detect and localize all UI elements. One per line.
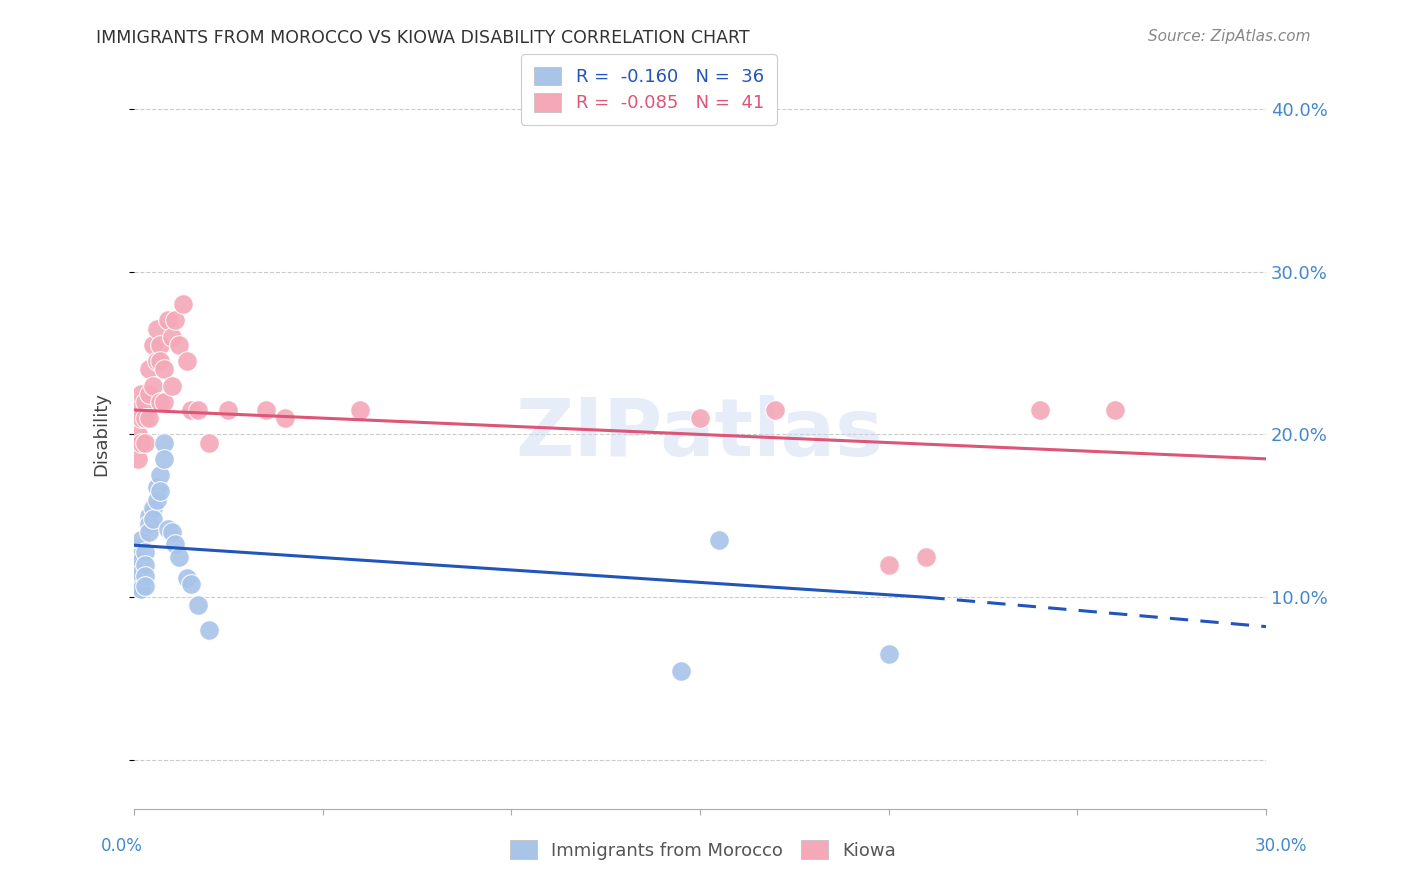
Legend: Immigrants from Morocco, Kiowa: Immigrants from Morocco, Kiowa xyxy=(502,833,904,867)
Point xyxy=(1028,403,1050,417)
Point xyxy=(142,378,165,392)
Point xyxy=(134,411,156,425)
Point xyxy=(134,435,156,450)
Legend: R =  -0.160   N =  36, R =  -0.085   N =  41: R = -0.160 N = 36, R = -0.085 N = 41 xyxy=(522,54,776,125)
Point xyxy=(172,297,194,311)
Point xyxy=(127,561,149,575)
Point xyxy=(198,435,221,450)
Point xyxy=(134,558,156,572)
Point xyxy=(669,664,692,678)
Point xyxy=(274,411,297,425)
Point xyxy=(167,549,190,564)
Point xyxy=(131,533,153,548)
Point xyxy=(160,378,183,392)
Point xyxy=(145,321,167,335)
Point xyxy=(153,435,176,450)
Point xyxy=(127,427,149,442)
Point xyxy=(131,554,153,568)
Point xyxy=(217,403,239,417)
Point xyxy=(149,338,172,352)
Point xyxy=(149,354,172,368)
Point xyxy=(254,403,277,417)
Text: ZIPatlas: ZIPatlas xyxy=(516,395,884,474)
Point xyxy=(877,558,900,572)
Point xyxy=(127,451,149,466)
Point xyxy=(153,395,176,409)
Point xyxy=(160,525,183,540)
Point xyxy=(127,577,149,591)
Point xyxy=(180,577,202,591)
Point xyxy=(127,403,149,417)
Point xyxy=(180,403,202,417)
Point xyxy=(138,525,160,540)
Point xyxy=(149,468,172,483)
Point xyxy=(134,544,156,558)
Point xyxy=(176,354,198,368)
Point xyxy=(131,582,153,596)
Point xyxy=(153,451,176,466)
Point xyxy=(131,435,153,450)
Point xyxy=(145,354,167,368)
Point xyxy=(176,571,198,585)
Point xyxy=(131,566,153,580)
Point xyxy=(134,395,156,409)
Point xyxy=(156,522,179,536)
Point xyxy=(138,362,160,376)
Point xyxy=(160,329,183,343)
Point xyxy=(145,479,167,493)
Point xyxy=(131,411,153,425)
Point xyxy=(142,512,165,526)
Point xyxy=(187,403,209,417)
Point xyxy=(149,484,172,499)
Point xyxy=(915,549,938,564)
Point xyxy=(156,313,179,327)
Point xyxy=(131,386,153,401)
Point xyxy=(707,533,730,548)
Point xyxy=(142,500,165,515)
Point xyxy=(149,395,172,409)
Point xyxy=(1104,403,1126,417)
Point xyxy=(138,516,160,531)
Point xyxy=(765,403,787,417)
Point xyxy=(153,362,176,376)
Point xyxy=(138,386,160,401)
Y-axis label: Disability: Disability xyxy=(93,392,110,476)
Point xyxy=(127,549,149,564)
Point xyxy=(142,338,165,352)
Point xyxy=(187,599,209,613)
Point xyxy=(165,536,187,550)
Point xyxy=(138,411,160,425)
Point xyxy=(138,508,160,523)
Point xyxy=(689,411,711,425)
Point xyxy=(127,541,149,556)
Text: 30.0%: 30.0% xyxy=(1256,837,1308,855)
Point xyxy=(198,623,221,637)
Point xyxy=(349,403,371,417)
Point xyxy=(165,313,187,327)
Point xyxy=(127,571,149,585)
Point xyxy=(167,338,190,352)
Text: Source: ZipAtlas.com: Source: ZipAtlas.com xyxy=(1147,29,1310,44)
Point xyxy=(134,579,156,593)
Point xyxy=(145,492,167,507)
Text: IMMIGRANTS FROM MOROCCO VS KIOWA DISABILITY CORRELATION CHART: IMMIGRANTS FROM MOROCCO VS KIOWA DISABIL… xyxy=(96,29,749,46)
Point xyxy=(877,648,900,662)
Point xyxy=(134,569,156,583)
Text: 0.0%: 0.0% xyxy=(101,837,143,855)
